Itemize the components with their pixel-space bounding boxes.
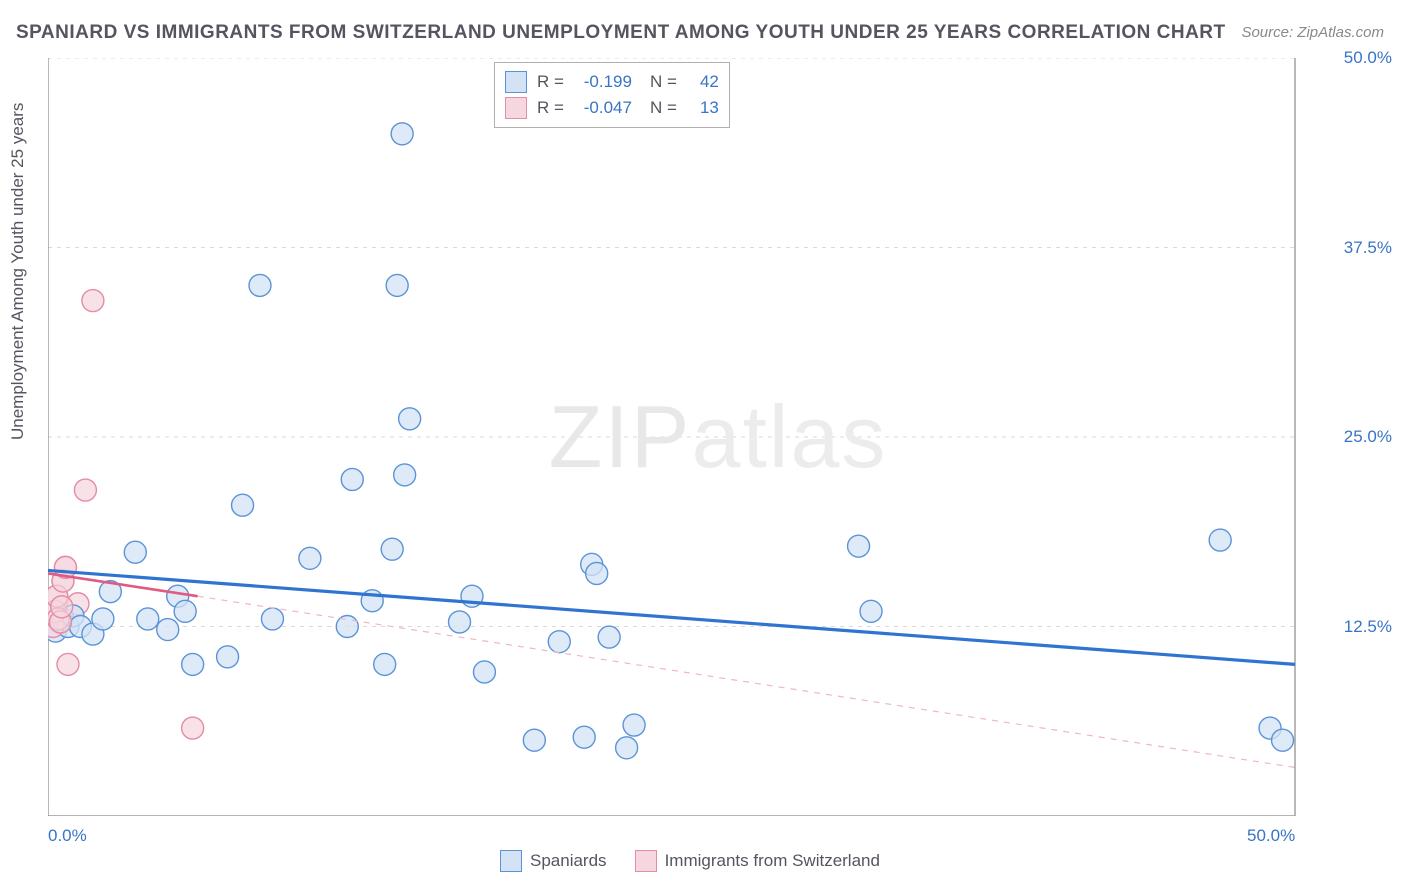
swatch-swiss xyxy=(505,97,527,119)
swatch-spaniards xyxy=(505,71,527,93)
n-label: N = xyxy=(650,95,677,121)
n-value-spaniards: 42 xyxy=(687,69,719,95)
x-tick-label: 50.0% xyxy=(1247,826,1295,846)
chart-title: SPANIARD VS IMMIGRANTS FROM SWITZERLAND … xyxy=(16,22,1226,44)
swatch-spaniards xyxy=(500,850,522,872)
r-value-spaniards: -0.199 xyxy=(574,69,632,95)
swatch-swiss xyxy=(635,850,657,872)
scatter-chart-svg xyxy=(48,58,1388,816)
series-legend: Spaniards Immigrants from Switzerland xyxy=(500,850,880,872)
y-tick-label: 50.0% xyxy=(1344,48,1392,68)
legend-label-spaniards: Spaniards xyxy=(530,851,607,871)
r-label: R = xyxy=(537,69,564,95)
n-label: N = xyxy=(650,69,677,95)
correlation-legend: R = -0.199 N = 42 R = -0.047 N = 13 xyxy=(494,62,730,128)
y-axis-label: Unemployment Among Youth under 25 years xyxy=(8,103,28,440)
r-value-swiss: -0.047 xyxy=(574,95,632,121)
source-label: Source: ZipAtlas.com xyxy=(1241,24,1384,41)
n-value-swiss: 13 xyxy=(687,95,719,121)
y-axis-tick-labels: 12.5%25.0%37.5%50.0% xyxy=(1312,58,1392,816)
y-tick-label: 25.0% xyxy=(1344,427,1392,447)
r-label: R = xyxy=(537,95,564,121)
legend-item-spaniards: Spaniards xyxy=(500,850,607,872)
chart-area: ZIPatlas xyxy=(48,58,1388,816)
legend-label-swiss: Immigrants from Switzerland xyxy=(665,851,880,871)
legend-item-swiss: Immigrants from Switzerland xyxy=(635,850,880,872)
correlation-row-swiss: R = -0.047 N = 13 xyxy=(505,95,719,121)
x-tick-label: 0.0% xyxy=(48,826,87,846)
y-tick-label: 12.5% xyxy=(1344,617,1392,637)
correlation-row-spaniards: R = -0.199 N = 42 xyxy=(505,69,719,95)
y-tick-label: 37.5% xyxy=(1344,238,1392,258)
x-axis-tick-labels: 0.0% 50.0% xyxy=(48,826,1388,850)
